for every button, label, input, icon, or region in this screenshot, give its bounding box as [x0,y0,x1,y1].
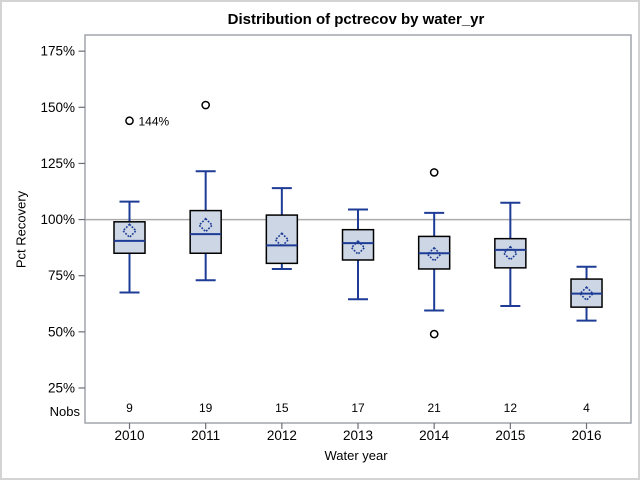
x-tick-label-2014: 2014 [419,428,450,443]
box-2012 [265,214,299,265]
outlier-2010-144 [125,116,134,126]
nobs-value-2012: 15 [275,401,289,415]
y-tick-label-150: 150% [40,100,75,115]
outlier-2011-151 [201,100,211,110]
outlier-2014-121 [429,168,439,177]
box-2013 [341,228,375,261]
x-tick-label-2015: 2015 [495,428,525,443]
chart-title: Distribution of pctrecov by water_yr [227,11,485,28]
x-tick-label-2010: 2010 [114,428,144,443]
y-tick-label-25: 25% [48,380,75,395]
nobs-value-2010: 9 [126,401,133,415]
nobs-value-2011: 19 [199,401,213,415]
x-tick-label-2011: 2011 [191,428,220,443]
outlier-2014-49 [429,329,439,339]
box-2011 [189,209,222,255]
y-tick-label-50: 50% [48,324,75,339]
x-tick-label-2016: 2016 [571,428,601,443]
x-tick-label-2013: 2013 [343,428,373,443]
nobs-value-2013: 17 [351,401,365,415]
nobs-row-label: Nobs [49,404,80,419]
y-tick-label-175: 175% [40,44,75,59]
y-tick-label-100: 100% [40,212,75,227]
y-tick-label-125: 125% [40,156,75,171]
y-tick-label-75: 75% [48,268,75,283]
x-tick-label-2012: 2012 [267,428,297,443]
nobs-value-2015: 12 [504,401,518,415]
outlier-annotation-144%: 144% [139,114,170,128]
box-2015 [494,237,527,269]
nobs-value-2014: 21 [428,401,442,415]
x-axis-title: Water year [324,448,388,463]
box-2010 [113,221,146,255]
nobs-value-2016: 4 [583,401,590,415]
